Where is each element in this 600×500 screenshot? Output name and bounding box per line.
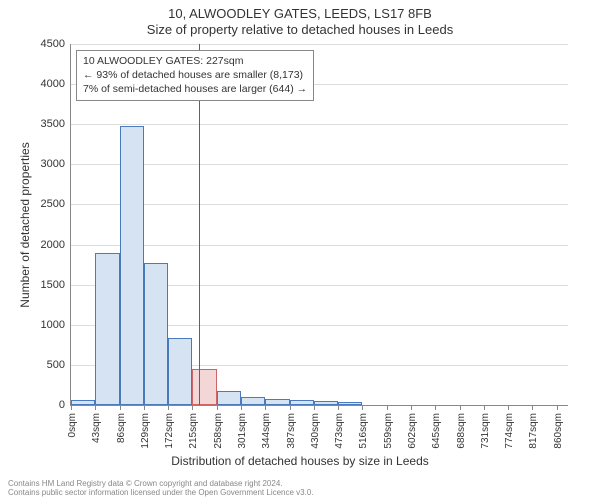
x-tick-label: 215sqm [188, 413, 199, 449]
x-tick-label: 860sqm [553, 413, 564, 449]
annotation-line: ← 93% of detached houses are smaller (8,… [83, 68, 307, 82]
footer-attribution: Contains HM Land Registry data © Crown c… [8, 479, 314, 498]
x-tick [192, 405, 193, 410]
x-tick [387, 405, 388, 410]
y-axis-label: Number of detached properties [18, 142, 32, 307]
histogram-bar [144, 263, 168, 405]
x-tick [265, 405, 266, 410]
y-tick-label: 2500 [33, 198, 65, 210]
x-tick-label: 731sqm [480, 413, 491, 449]
histogram-bar [290, 400, 314, 405]
y-tick-label: 3000 [33, 158, 65, 170]
x-tick-label: 602sqm [407, 413, 418, 449]
x-tick-label: 387sqm [286, 413, 297, 449]
x-tick [484, 405, 485, 410]
y-tick-label: 1500 [33, 279, 65, 291]
histogram-bar [241, 397, 265, 405]
x-tick [217, 405, 218, 410]
chart-title-subtitle: Size of property relative to detached ho… [0, 21, 600, 37]
x-tick [71, 405, 72, 410]
x-tick-label: 430sqm [310, 413, 321, 449]
y-tick-label: 1000 [33, 319, 65, 331]
x-tick-label: 301sqm [237, 413, 248, 449]
gridline [71, 124, 568, 125]
histogram-bar [71, 400, 95, 405]
x-tick [95, 405, 96, 410]
y-tick-label: 4000 [33, 78, 65, 90]
x-tick [338, 405, 339, 410]
y-tick-label: 500 [33, 359, 65, 371]
x-axis-label: Distribution of detached houses by size … [0, 454, 600, 468]
x-tick-label: 258sqm [213, 413, 224, 449]
histogram-bar [314, 401, 338, 405]
footer-line1: Contains HM Land Registry data © Crown c… [8, 479, 314, 489]
chart-title-address: 10, ALWOODLEY GATES, LEEDS, LS17 8FB [0, 0, 600, 21]
x-tick [532, 405, 533, 410]
x-tick [168, 405, 169, 410]
x-tick [314, 405, 315, 410]
x-tick [508, 405, 509, 410]
gridline [71, 204, 568, 205]
gridline [71, 44, 568, 45]
x-tick-label: 473sqm [334, 413, 345, 449]
annotation-line: 10 ALWOODLEY GATES: 227sqm [83, 54, 307, 68]
x-tick-label: 516sqm [358, 413, 369, 449]
x-tick [120, 405, 121, 410]
x-tick-label: 774sqm [504, 413, 515, 449]
histogram-bar [95, 253, 119, 405]
y-tick-label: 3500 [33, 118, 65, 130]
histogram-bar [217, 391, 241, 405]
x-tick [144, 405, 145, 410]
x-tick [362, 405, 363, 410]
histogram-bar [168, 338, 192, 405]
footer-line2: Contains public sector information licen… [8, 488, 314, 498]
x-tick-label: 129sqm [140, 413, 151, 449]
histogram-bar [120, 126, 144, 405]
x-tick-label: 172sqm [164, 413, 175, 449]
gridline [71, 245, 568, 246]
annotation-box: 10 ALWOODLEY GATES: 227sqm← 93% of detac… [76, 50, 314, 101]
x-tick [290, 405, 291, 410]
x-tick-label: 86sqm [116, 413, 127, 443]
y-tick-label: 0 [33, 399, 65, 411]
x-tick [557, 405, 558, 410]
x-tick-label: 344sqm [261, 413, 272, 449]
histogram-bar [338, 402, 362, 405]
y-tick-label: 2000 [33, 239, 65, 251]
x-tick [435, 405, 436, 410]
annotation-line: 7% of semi-detached houses are larger (6… [83, 82, 307, 96]
x-tick [411, 405, 412, 410]
x-tick-label: 645sqm [431, 413, 442, 449]
x-tick [460, 405, 461, 410]
x-tick-label: 559sqm [383, 413, 394, 449]
y-tick-label: 4500 [33, 38, 65, 50]
x-tick-label: 817sqm [528, 413, 539, 449]
x-tick-label: 43sqm [91, 413, 102, 443]
x-tick-label: 0sqm [67, 413, 78, 437]
gridline [71, 164, 568, 165]
histogram-bar [265, 399, 289, 405]
x-tick-label: 688sqm [456, 413, 467, 449]
histogram-bar [192, 369, 216, 405]
x-tick [241, 405, 242, 410]
